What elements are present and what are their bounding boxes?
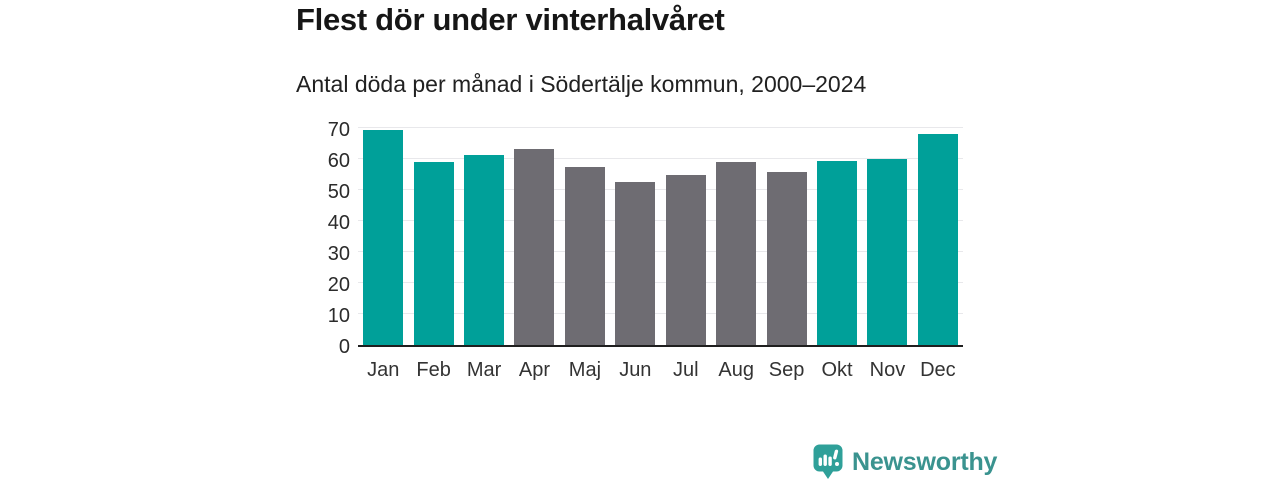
- y-tick-label-40: 40: [327, 212, 350, 234]
- bar-dec: [917, 133, 958, 345]
- gridline-70: [358, 127, 963, 128]
- y-tick-label-50: 50: [327, 181, 350, 203]
- bar-aug: [716, 162, 757, 345]
- x-tick-label-jul: Jul: [672, 359, 699, 381]
- y-tick-label-60: 60: [327, 150, 350, 172]
- bar-slot-nov: [862, 130, 912, 345]
- x-tick-label-aug: Aug: [718, 359, 754, 381]
- x-axis: Jan Feb Mar Apr Maj Jun Jul Aug Sep Okt Nov Dec: [358, 359, 963, 382]
- bar-jul: [665, 175, 706, 345]
- y-tick-label-10: 10: [327, 305, 350, 327]
- bar-nov: [867, 159, 908, 345]
- gridline-40: [358, 220, 963, 221]
- brand-name: Newsworthy: [852, 447, 998, 476]
- bars-container: [358, 129, 963, 345]
- bar-slot-feb: [408, 130, 458, 345]
- x-tick-label-maj: Maj: [568, 359, 602, 381]
- bar-maj: [564, 167, 605, 345]
- x-tick-label-jun: Jun: [619, 359, 652, 381]
- x-tick-label-jan: Jan: [367, 359, 400, 381]
- bar-slot-apr: [509, 130, 559, 345]
- bar-slot-jun: [610, 130, 660, 345]
- bar-chart-speech-bubble-icon: [813, 444, 843, 480]
- x-tick-label-dec: Dec: [920, 359, 956, 381]
- y-tick-label-30: 30: [327, 243, 350, 265]
- bar-slot-dec: [913, 130, 963, 345]
- chart-subtitle: Antal döda per månad i Södertälje kommun…: [296, 71, 867, 97]
- bar-okt: [817, 160, 857, 345]
- page-title: Flest dör under vinterhalvåret: [296, 2, 725, 37]
- bar-slot-sep: [761, 130, 811, 345]
- x-tick-label-okt: Okt: [821, 359, 853, 381]
- bar-chart: 0 10 20 30 40 50 60 70 Jan Feb Mar Apr Maj Jun Jul Aug…: [328, 120, 963, 382]
- y-tick-label-0: 0: [338, 336, 350, 358]
- gridline-60: [358, 158, 963, 159]
- bar-slot-jan: [358, 129, 408, 345]
- bar-sep: [766, 172, 807, 345]
- gridline-50: [358, 189, 963, 190]
- newsworthy-logo-link[interactable]: Newsworthy: [813, 444, 997, 480]
- bar-apr: [514, 149, 555, 345]
- bar-slot-mar: [459, 130, 509, 345]
- bar-slot-aug: [711, 130, 761, 345]
- y-axis: 0 10 20 30 40 50 60 70: [300, 120, 350, 357]
- x-tick-label-sep: Sep: [768, 359, 805, 381]
- x-tick-label-feb: Feb: [416, 359, 451, 381]
- bar-feb: [413, 161, 454, 345]
- x-tick-label-nov: Nov: [869, 359, 906, 381]
- y-tick-label-70: 70: [327, 119, 350, 141]
- bar-slot-maj: [560, 130, 610, 345]
- bar-jun: [615, 181, 656, 345]
- plot-area: 0 10 20 30 40 50 60 70: [328, 120, 963, 357]
- y-tick-label-20: 20: [327, 274, 350, 296]
- x-tick-label-mar: Mar: [466, 359, 502, 381]
- gridline-30: [358, 251, 963, 252]
- bar-slot-jul: [661, 130, 711, 345]
- gridline-10: [358, 313, 963, 314]
- x-tick-label-apr: Apr: [518, 359, 551, 381]
- bar-jan: [363, 129, 404, 345]
- bar-mar: [464, 154, 505, 345]
- gridline-20: [358, 282, 963, 283]
- bar-slot-okt: [812, 130, 862, 345]
